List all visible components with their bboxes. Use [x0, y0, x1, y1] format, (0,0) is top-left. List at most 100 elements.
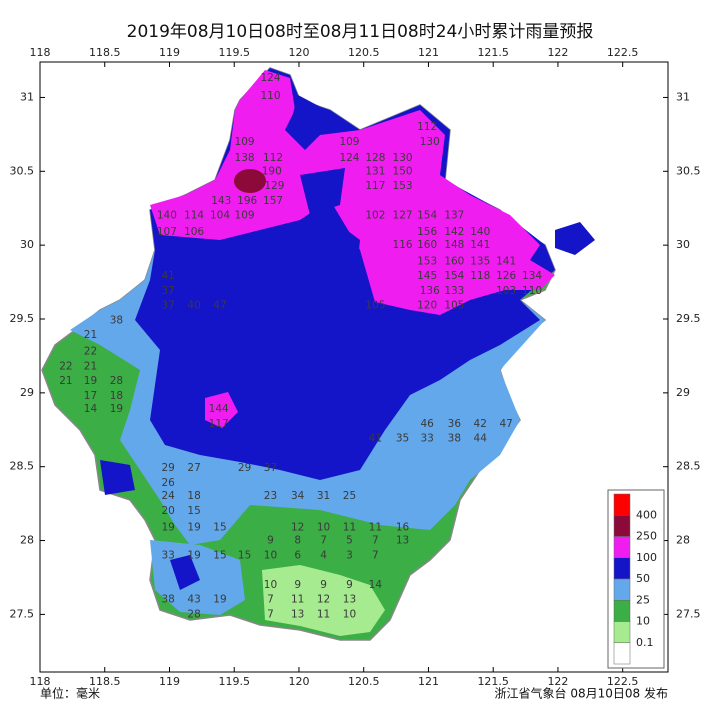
station-value: 17	[84, 390, 97, 402]
station-value: 42	[474, 418, 487, 430]
x-tick-label: 119.5	[218, 46, 250, 59]
y-tick-label: 28.5	[10, 460, 35, 473]
station-value: 112	[417, 121, 437, 133]
station-value: 114	[184, 210, 204, 222]
station-value: 138	[235, 152, 255, 164]
station-value: 16	[396, 521, 410, 533]
x-tick-label: 121.5	[477, 46, 509, 59]
station-value: 103	[496, 285, 516, 297]
station-value: 36	[448, 418, 462, 430]
station-value: 145	[417, 270, 437, 282]
station-value: 104	[210, 210, 230, 222]
legend: 400 250 100 50 25 10 0.1	[607, 489, 665, 669]
legend-label: 0.1	[636, 636, 654, 649]
station-value: 106	[184, 226, 204, 238]
station-value: 11	[317, 608, 330, 620]
station-value: 105	[444, 300, 464, 312]
station-value: 13	[343, 594, 356, 606]
station-value: 116	[393, 239, 413, 251]
map-title: 2019年08月10日08时至08月11日08时24小时累计雨量预报	[127, 22, 594, 42]
station-value: 140	[157, 210, 177, 222]
station-value: 110	[522, 285, 542, 297]
station-value: 21	[59, 375, 72, 387]
station-value: 10	[343, 608, 356, 620]
y-tick-label: 30.5	[676, 164, 701, 177]
station-value: 19	[84, 375, 97, 387]
station-value: 142	[444, 226, 464, 238]
station-value: 14	[369, 579, 383, 591]
legend-label: 250	[636, 530, 657, 543]
rain-regions	[41, 67, 595, 641]
station-value: 9	[346, 579, 353, 591]
legend-swatch	[613, 642, 631, 665]
station-value: 47	[499, 418, 512, 430]
y-tick-label: 31	[20, 90, 34, 103]
legend-swatch	[613, 515, 631, 537]
station-value: 102	[365, 210, 385, 222]
station-value: 126	[496, 270, 516, 282]
station-value: 38	[162, 594, 175, 606]
x-tick-label: 120.5	[348, 675, 380, 688]
station-value: 33	[420, 433, 433, 445]
station-value: 37	[162, 285, 175, 297]
y-tick-label: 28	[20, 534, 34, 547]
x-tick-label: 121.5	[477, 675, 509, 688]
station-value: 19	[162, 521, 175, 533]
station-value: 120	[417, 300, 437, 312]
station-value: 33	[162, 549, 175, 561]
legend-label: 400	[636, 508, 657, 521]
station-value: 15	[187, 505, 200, 517]
station-value: 196	[237, 195, 257, 207]
x-tick-label: 119	[159, 46, 180, 59]
station-value: 10	[317, 521, 330, 533]
station-value: 29	[162, 462, 175, 474]
legend-swatch	[613, 578, 631, 601]
issuer: 浙江省气象台 08月10日08 发布	[495, 686, 668, 701]
station-value: 18	[187, 490, 200, 502]
y-tick-label: 29	[676, 386, 690, 399]
station-value: 130	[393, 152, 413, 164]
station-value: 23	[264, 490, 277, 502]
station-value: 43	[187, 594, 200, 606]
axis-ticks: 118118118.5118.5119119119.5119.512012012…	[10, 46, 701, 688]
station-value: 10	[264, 579, 277, 591]
region-magenta	[150, 70, 555, 315]
y-tick-label: 30	[20, 238, 34, 251]
station-value: 46	[420, 418, 434, 430]
station-value: 19	[187, 549, 200, 561]
station-value: 13	[291, 608, 304, 620]
station-value: 134	[522, 270, 542, 282]
station-value: 26	[162, 477, 176, 489]
station-value: 3	[346, 549, 353, 561]
station-value: 141	[470, 239, 490, 251]
x-tick-label: 120	[288, 675, 309, 688]
station-value: 6	[294, 549, 301, 561]
station-value: 38	[448, 433, 461, 445]
legend-label: 50	[636, 572, 650, 585]
station-value: 150	[393, 165, 413, 177]
station-value: 21	[84, 329, 97, 341]
region-blue-inner	[290, 95, 360, 290]
legend-label: 100	[636, 551, 657, 564]
station-value: 28	[110, 375, 123, 387]
y-tick-label: 29	[20, 386, 34, 399]
station-value: 141	[496, 255, 516, 267]
station-value: 11	[291, 594, 304, 606]
station-value: 18	[110, 390, 123, 402]
station-value: 37	[162, 300, 175, 312]
station-value: 109	[235, 136, 255, 148]
station-value: 190	[262, 165, 282, 177]
station-value: 41	[162, 270, 175, 282]
x-tick-label: 120.5	[348, 46, 380, 59]
legend-swatch	[613, 621, 631, 643]
station-value: 110	[260, 90, 280, 102]
station-value: 157	[263, 195, 283, 207]
x-tick-label: 121	[418, 675, 439, 688]
x-tick-label: 122.5	[607, 46, 639, 59]
station-value: 143	[211, 195, 231, 207]
x-tick-label: 119	[159, 675, 180, 688]
x-tick-label: 118	[30, 46, 51, 59]
